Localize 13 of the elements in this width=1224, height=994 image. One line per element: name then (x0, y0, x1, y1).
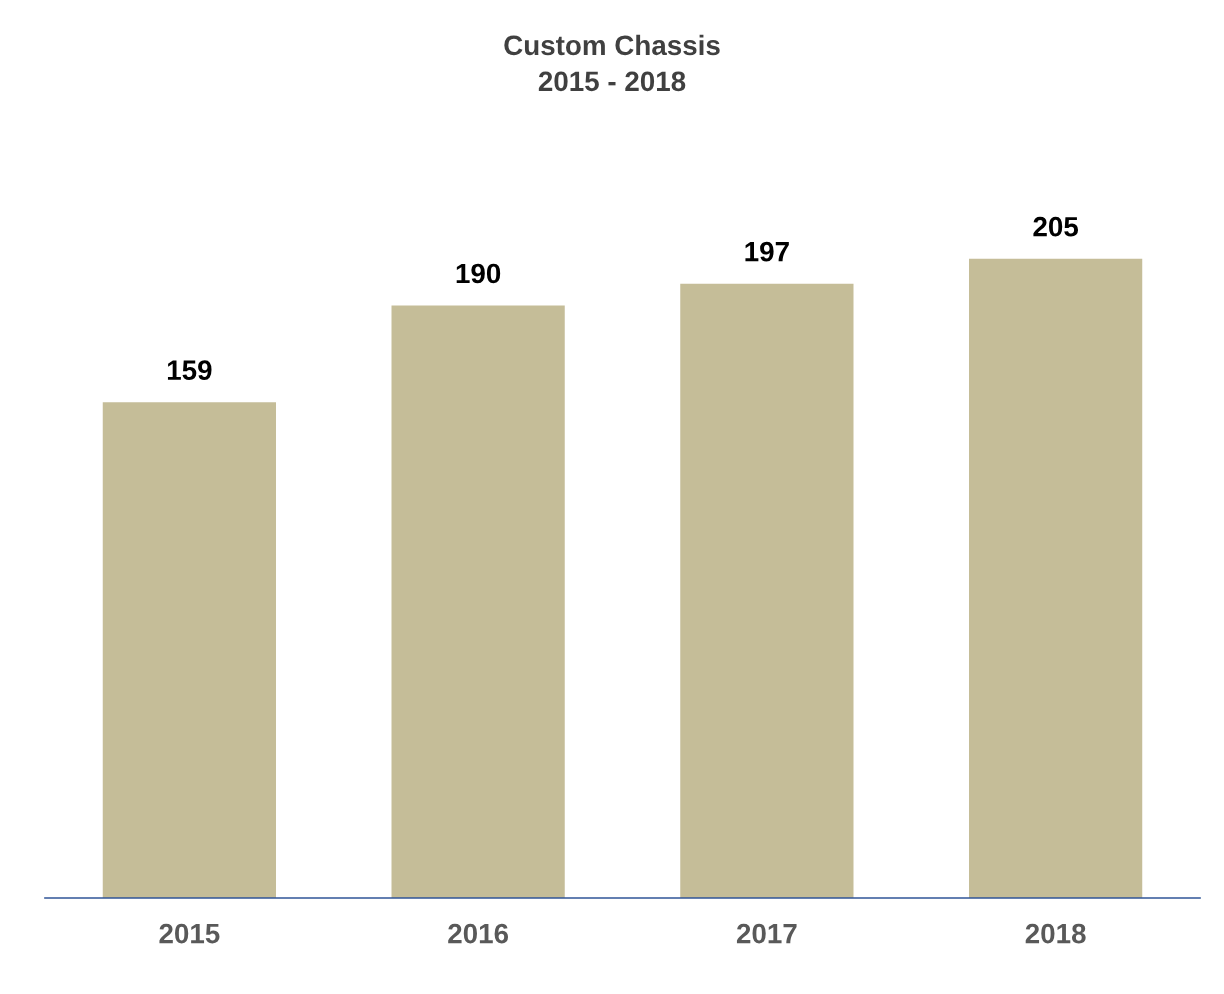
x-tick-label: 2017 (736, 923, 797, 944)
bar (680, 283, 854, 898)
x-tick-label: 2018 (1025, 923, 1086, 944)
chart-title: Custom Chassis 2015 - 2018 (504, 34, 720, 92)
x-tick-label: 2015 (159, 923, 220, 944)
bar (102, 402, 276, 898)
data-label: 205 (1033, 216, 1079, 237)
data-label: 190 (456, 263, 501, 284)
data-label: 159 (167, 360, 212, 380)
x-tick-label: 2016 (448, 923, 509, 944)
bar (969, 258, 1143, 898)
bar (391, 305, 565, 898)
data-label: 197 (745, 241, 789, 262)
